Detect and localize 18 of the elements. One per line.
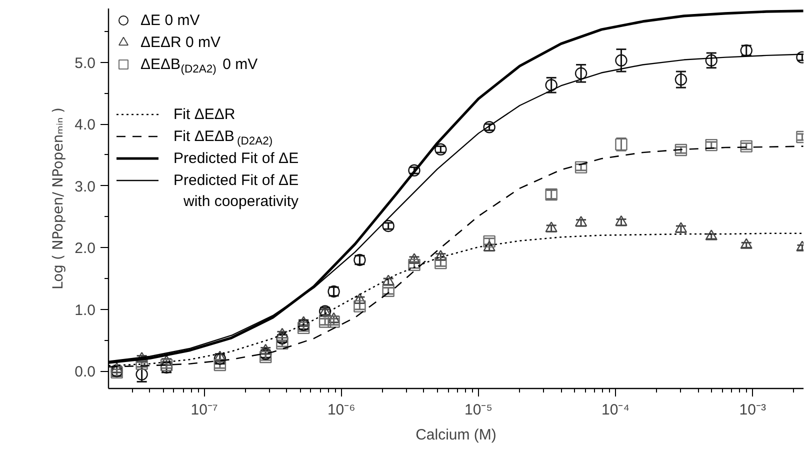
x-axis-title: Calcium (M) xyxy=(416,426,496,444)
legend-label: ΔE 0 mV xyxy=(140,12,200,29)
x-tick-label: 10⁻⁵ xyxy=(464,402,492,418)
legend-label: Predicted Fit of ΔE xyxy=(174,150,299,167)
x-tick-label: 10⁻³ xyxy=(739,402,766,418)
y-tick-label: 4.0 xyxy=(74,116,96,134)
y-tick-label: 5.0 xyxy=(74,54,96,72)
legend-label: Predicted Fit of ΔE with cooperativity xyxy=(174,172,300,210)
x-tick-label: 10⁻⁷ xyxy=(190,402,218,418)
y-tick-label: 3.0 xyxy=(74,178,96,196)
y-tick-label: 1.0 xyxy=(74,302,96,319)
legend-label: Fit ΔEΔR xyxy=(174,106,236,123)
y-tick-label: 2.0 xyxy=(74,240,96,258)
legend-label: ΔEΔR 0 mV xyxy=(140,34,221,51)
y-axis-title: Log ( NPopen/ NPopenₘᵢₙ ) xyxy=(50,108,67,290)
y-tick-label: 0.0 xyxy=(74,364,96,381)
x-tick-label: 10⁻⁶ xyxy=(327,402,356,418)
x-tick-label: 10⁻⁴ xyxy=(601,402,630,418)
